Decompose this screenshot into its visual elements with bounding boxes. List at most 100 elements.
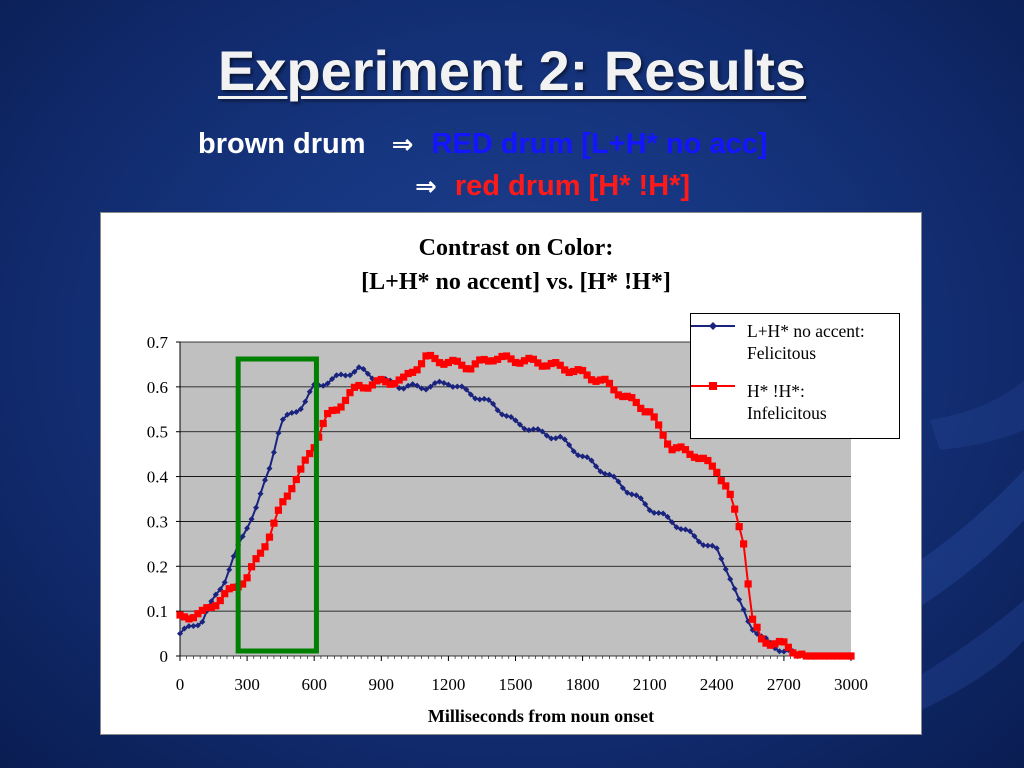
- data-point-square: [619, 392, 627, 401]
- data-point-square: [176, 611, 184, 619]
- data-point-square: [704, 456, 712, 465]
- data-point-diamond: [718, 555, 725, 562]
- data-point-diamond: [239, 533, 246, 540]
- x-tick-label: 1500: [499, 675, 533, 694]
- data-point-diamond: [633, 492, 640, 499]
- data-point-diamond: [669, 519, 676, 526]
- data-point-diamond: [503, 412, 510, 419]
- data-point-diamond: [709, 542, 716, 549]
- legend-swatch-blue: [691, 322, 735, 330]
- data-point-square: [735, 523, 743, 531]
- data-point-diamond: [427, 383, 434, 390]
- data-point-square: [775, 637, 784, 646]
- data-point-square: [713, 468, 721, 476]
- data-point-diamond: [431, 380, 438, 387]
- data-point-square: [722, 482, 730, 490]
- data-point-diamond: [575, 452, 582, 459]
- data-point-square: [842, 652, 851, 660]
- data-point-square: [453, 357, 461, 365]
- y-tick-label: 0.7: [147, 333, 169, 352]
- data-point-square: [489, 357, 497, 365]
- data-point-diamond: [740, 606, 747, 613]
- data-point-diamond: [548, 435, 555, 442]
- data-point-diamond: [342, 372, 349, 379]
- data-point-square: [498, 352, 506, 361]
- data-point-diamond: [458, 383, 465, 390]
- data-point-square: [766, 641, 775, 649]
- legend-label-red: H* !H*: Infelicitous: [747, 380, 827, 424]
- data-point-square: [256, 549, 265, 557]
- data-point-square: [798, 650, 806, 658]
- x-tick-label: 600: [301, 675, 327, 694]
- data-point-diamond: [539, 428, 546, 435]
- data-point-square: [458, 361, 466, 369]
- data-point-diamond: [481, 395, 488, 402]
- data-point-diamond: [566, 442, 573, 449]
- data-point-square: [198, 606, 206, 614]
- data-point-diamond: [364, 370, 371, 377]
- data-point-square: [793, 651, 801, 659]
- chart-legend: L+H* no accent: Felicitous H* !H*: Infel…: [690, 313, 900, 439]
- data-point-diamond: [396, 385, 403, 392]
- data-point-diamond: [346, 372, 353, 379]
- data-point-square: [632, 398, 640, 407]
- data-point-square: [301, 456, 309, 464]
- legend-swatch-red: [691, 382, 735, 390]
- data-point-diamond: [369, 375, 376, 382]
- data-point-diamond: [673, 524, 680, 531]
- data-point-square: [462, 365, 470, 373]
- data-point-square: [663, 440, 672, 448]
- data-point-diamond: [642, 501, 649, 508]
- data-point-diamond: [615, 478, 622, 485]
- x-tick-label: 3000: [834, 675, 868, 694]
- data-point-diamond: [333, 372, 340, 379]
- data-point-diamond: [463, 386, 470, 393]
- data-point-diamond: [516, 421, 523, 428]
- data-point-diamond: [727, 576, 734, 583]
- y-tick-label: 0: [160, 647, 169, 666]
- data-point-square: [292, 475, 300, 484]
- legend-label-red-line-2: Infelicitous: [747, 403, 827, 423]
- data-point-diamond: [306, 388, 313, 395]
- brown-drum-label: brown drum: [198, 128, 366, 160]
- data-point-diamond: [490, 400, 497, 407]
- data-point-diamond: [221, 579, 228, 586]
- data-point-diamond: [360, 365, 367, 372]
- data-point-square: [699, 454, 707, 462]
- data-point-diamond: [700, 542, 707, 549]
- data-point-square: [225, 585, 233, 593]
- data-point-diamond: [499, 411, 506, 418]
- data-point-square: [203, 604, 211, 612]
- data-point-square: [297, 465, 305, 473]
- data-point-diamond: [584, 454, 591, 461]
- x-axis-label: Milliseconds from noun onset: [428, 706, 654, 726]
- data-point-diamond: [226, 566, 233, 573]
- data-point-diamond: [579, 453, 586, 460]
- data-point-diamond: [449, 383, 456, 390]
- data-point-square: [426, 351, 435, 360]
- data-point-square: [417, 360, 426, 368]
- data-point-diamond: [297, 406, 304, 413]
- data-point-square: [185, 615, 193, 623]
- data-point-diamond: [329, 375, 336, 382]
- data-point-square: [476, 356, 484, 364]
- data-point-square: [359, 384, 368, 392]
- data-point-square: [731, 505, 739, 513]
- data-point-square: [547, 359, 555, 368]
- data-point-diamond: [628, 491, 635, 498]
- line-chart: Contrast on Color: [L+H* no accent] vs. …: [147, 235, 868, 726]
- data-point-square: [847, 652, 855, 660]
- legend-label-blue: L+H* no accent: Felicitous: [747, 320, 865, 364]
- implies-arrow-icon: ⇒: [391, 130, 414, 160]
- data-point-square: [825, 652, 833, 660]
- chart-frame: Contrast on Color: [L+H* no accent] vs. …: [100, 212, 922, 735]
- data-point-diamond: [414, 382, 421, 389]
- data-point-diamond: [619, 484, 626, 491]
- x-tick-label: 2400: [700, 675, 734, 694]
- data-point-square: [328, 406, 336, 415]
- data-point-square: [520, 357, 529, 365]
- data-point-square: [180, 613, 189, 621]
- data-point-diamond: [409, 381, 416, 388]
- data-point-square: [485, 357, 493, 365]
- data-point-square: [409, 368, 417, 376]
